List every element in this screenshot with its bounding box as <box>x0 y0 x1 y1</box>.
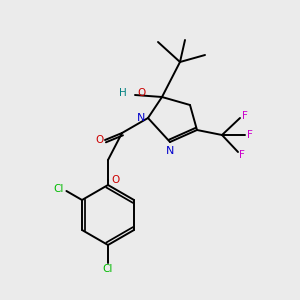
Text: O: O <box>111 175 119 185</box>
Text: H: H <box>119 88 127 98</box>
Text: N: N <box>137 113 145 123</box>
Text: N: N <box>166 146 174 156</box>
Text: F: F <box>247 130 253 140</box>
Text: O: O <box>137 88 145 98</box>
Text: F: F <box>242 111 248 121</box>
Text: O: O <box>95 135 103 145</box>
Text: Cl: Cl <box>53 184 64 194</box>
Text: Cl: Cl <box>103 264 113 274</box>
Text: F: F <box>239 150 245 160</box>
